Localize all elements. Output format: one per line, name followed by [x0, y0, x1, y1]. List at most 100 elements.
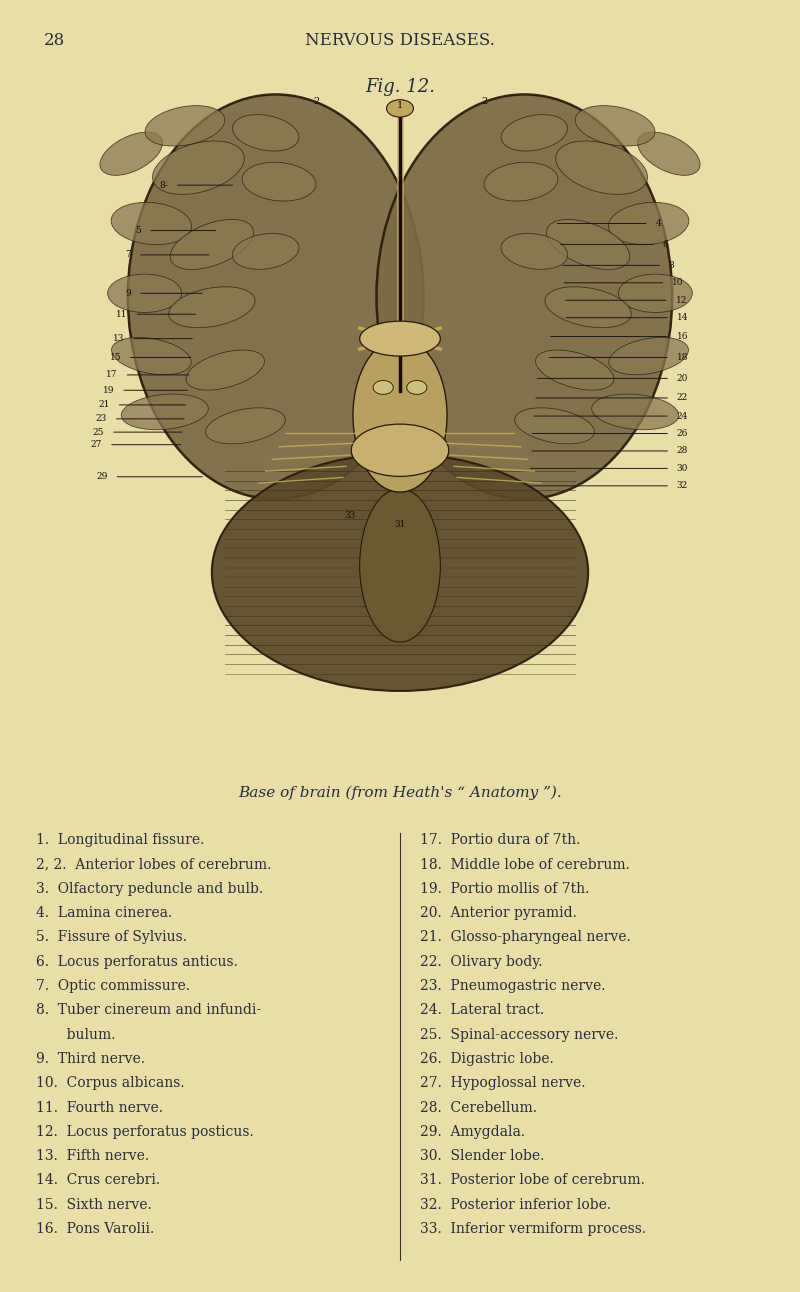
Text: 14.  Crus cerebri.: 14. Crus cerebri. — [36, 1173, 160, 1187]
Text: 26: 26 — [677, 429, 688, 438]
Text: 13.  Fifth nerve.: 13. Fifth nerve. — [36, 1149, 149, 1163]
Ellipse shape — [373, 380, 394, 394]
Ellipse shape — [386, 99, 414, 118]
Ellipse shape — [242, 163, 316, 202]
Text: 23: 23 — [96, 415, 107, 424]
Text: 1: 1 — [397, 102, 403, 111]
Text: 2, 2.  Anterior lobes of cerebrum.: 2, 2. Anterior lobes of cerebrum. — [36, 858, 271, 872]
Ellipse shape — [545, 287, 631, 328]
Text: 25: 25 — [93, 428, 104, 437]
Text: 16.  Pons Varolii.: 16. Pons Varolii. — [36, 1222, 154, 1236]
Text: 8-: 8- — [159, 181, 168, 190]
Text: Base of brain (from Heath's “ Anatomy ”).: Base of brain (from Heath's “ Anatomy ”)… — [238, 786, 562, 800]
Ellipse shape — [108, 274, 182, 313]
Text: 3.  Olfactory peduncle and bulb.: 3. Olfactory peduncle and bulb. — [36, 882, 263, 895]
Ellipse shape — [501, 234, 568, 269]
Text: 19: 19 — [103, 386, 114, 395]
Ellipse shape — [232, 115, 299, 151]
Ellipse shape — [145, 106, 225, 146]
Text: 25.  Spinal-accessory nerve.: 25. Spinal-accessory nerve. — [420, 1027, 618, 1041]
Text: 5: 5 — [135, 226, 142, 235]
Text: 17: 17 — [106, 371, 118, 380]
Text: 4: 4 — [655, 220, 661, 227]
Text: 12: 12 — [675, 296, 687, 305]
Text: Fig. 12.: Fig. 12. — [365, 78, 435, 96]
Text: 21: 21 — [98, 401, 110, 410]
Ellipse shape — [575, 106, 655, 146]
Text: 6: 6 — [662, 240, 668, 249]
Text: 28: 28 — [44, 32, 66, 49]
Text: 24.  Lateral tract.: 24. Lateral tract. — [420, 1004, 544, 1017]
Ellipse shape — [360, 322, 440, 357]
Ellipse shape — [351, 424, 449, 477]
Text: 21.  Glosso-pharyngeal nerve.: 21. Glosso-pharyngeal nerve. — [420, 930, 630, 944]
Text: 9: 9 — [126, 289, 131, 297]
Ellipse shape — [153, 141, 244, 195]
Ellipse shape — [353, 339, 447, 492]
Text: 8: 8 — [669, 261, 674, 270]
Ellipse shape — [360, 488, 440, 642]
Text: 30.  Slender lobe.: 30. Slender lobe. — [420, 1149, 544, 1163]
Ellipse shape — [206, 408, 286, 444]
Ellipse shape — [484, 163, 558, 202]
Text: 29: 29 — [96, 473, 108, 482]
Text: 10.  Corpus albicans.: 10. Corpus albicans. — [36, 1076, 185, 1090]
Text: 11.  Fourth nerve.: 11. Fourth nerve. — [36, 1101, 163, 1115]
Text: 10: 10 — [672, 278, 684, 287]
Ellipse shape — [170, 220, 254, 270]
Ellipse shape — [111, 337, 191, 375]
Ellipse shape — [638, 132, 700, 176]
Text: 15: 15 — [110, 353, 121, 362]
Text: 22: 22 — [677, 394, 688, 402]
Text: 7.  Optic commissure.: 7. Optic commissure. — [36, 979, 190, 994]
Text: 8.  Tuber cinereum and infundi-: 8. Tuber cinereum and infundi- — [36, 1004, 261, 1017]
Text: 29.  Amygdala.: 29. Amygdala. — [420, 1125, 525, 1138]
Text: 20: 20 — [677, 373, 688, 382]
Text: 9.  Third nerve.: 9. Third nerve. — [36, 1052, 145, 1066]
Ellipse shape — [232, 234, 299, 269]
Ellipse shape — [592, 394, 678, 430]
Ellipse shape — [406, 380, 427, 394]
Text: 28.  Cerebellum.: 28. Cerebellum. — [420, 1101, 537, 1115]
Text: 23.  Pneumogastric nerve.: 23. Pneumogastric nerve. — [420, 979, 606, 994]
Text: 24: 24 — [677, 412, 688, 421]
Text: 16: 16 — [677, 332, 688, 341]
Ellipse shape — [128, 94, 423, 499]
Text: 31: 31 — [394, 519, 406, 528]
Text: 17.  Portio dura of 7th.: 17. Portio dura of 7th. — [420, 833, 580, 848]
Ellipse shape — [212, 453, 588, 691]
Ellipse shape — [556, 141, 647, 195]
Ellipse shape — [122, 394, 208, 430]
Text: 19.  Portio mollis of 7th.: 19. Portio mollis of 7th. — [420, 882, 590, 895]
Text: 32.  Posterior inferior lobe.: 32. Posterior inferior lobe. — [420, 1198, 611, 1212]
Text: 33.  Inferior vermiform process.: 33. Inferior vermiform process. — [420, 1222, 646, 1236]
Ellipse shape — [609, 203, 689, 244]
Text: 18.  Middle lobe of cerebrum.: 18. Middle lobe of cerebrum. — [420, 858, 630, 872]
Ellipse shape — [111, 203, 191, 244]
Text: 4.  Lamina cinerea.: 4. Lamina cinerea. — [36, 906, 172, 920]
Text: NERVOUS DISEASES.: NERVOUS DISEASES. — [305, 32, 495, 49]
Text: 27: 27 — [91, 441, 102, 450]
Text: 13: 13 — [113, 335, 125, 344]
Text: 33: 33 — [344, 510, 355, 519]
Text: 1.  Longitudinal fissure.: 1. Longitudinal fissure. — [36, 833, 204, 848]
Ellipse shape — [377, 94, 672, 499]
Ellipse shape — [618, 274, 692, 313]
Text: 32: 32 — [677, 482, 688, 491]
Ellipse shape — [100, 132, 162, 176]
Ellipse shape — [514, 408, 594, 444]
Text: 2: 2 — [313, 97, 319, 106]
Text: bulum.: bulum. — [36, 1027, 115, 1041]
Text: 26.  Digastric lobe.: 26. Digastric lobe. — [420, 1052, 554, 1066]
Text: 5.  Fissure of Sylvius.: 5. Fissure of Sylvius. — [36, 930, 187, 944]
Text: 15.  Sixth nerve.: 15. Sixth nerve. — [36, 1198, 152, 1212]
Ellipse shape — [169, 287, 255, 328]
Text: 20.  Anterior pyramid.: 20. Anterior pyramid. — [420, 906, 577, 920]
Text: 31.  Posterior lobe of cerebrum.: 31. Posterior lobe of cerebrum. — [420, 1173, 645, 1187]
Text: 2: 2 — [481, 97, 487, 106]
Text: 12.  Locus perforatus posticus.: 12. Locus perforatus posticus. — [36, 1125, 254, 1138]
Ellipse shape — [546, 220, 630, 270]
Text: 22.  Olivary body.: 22. Olivary body. — [420, 955, 542, 969]
Text: 18: 18 — [677, 353, 688, 362]
Ellipse shape — [609, 337, 689, 375]
